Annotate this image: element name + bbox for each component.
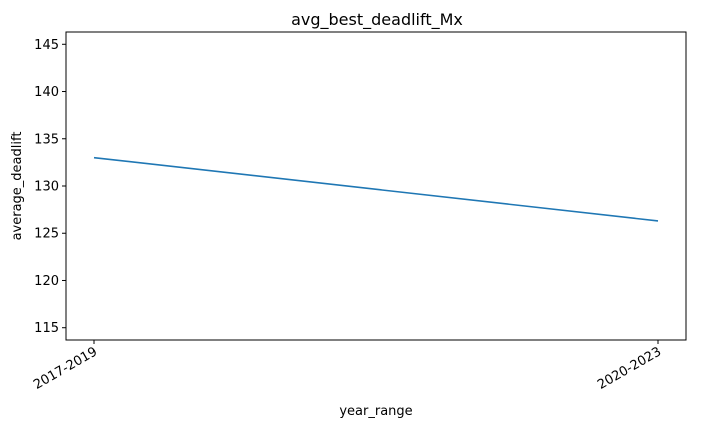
x-axis: 2017-2019 2020-2023 (31, 340, 664, 393)
y-tick-label: 130 (34, 180, 59, 195)
y-tick-label: 145 (34, 38, 59, 53)
y-tick-label: 115 (34, 321, 59, 336)
x-tick-label: 2017-2019 (31, 344, 100, 392)
x-tick-label: 2020-2023 (595, 344, 664, 392)
series-line (93, 156, 659, 222)
plot-frame (65, 31, 687, 341)
y-tick-label: 120 (34, 274, 59, 289)
x-axis-label: year_range (339, 404, 412, 419)
y-axis-label: average_deadlift (10, 132, 25, 241)
y-tick-label: 140 (34, 85, 59, 100)
plot-area (93, 156, 659, 222)
y-tick-label: 135 (34, 132, 59, 147)
y-tick-label: 125 (34, 227, 59, 242)
chart-title: avg_best_deadlift_Mx (291, 10, 463, 30)
y-axis: 115 120 125 130 135 140 145 (34, 38, 66, 336)
